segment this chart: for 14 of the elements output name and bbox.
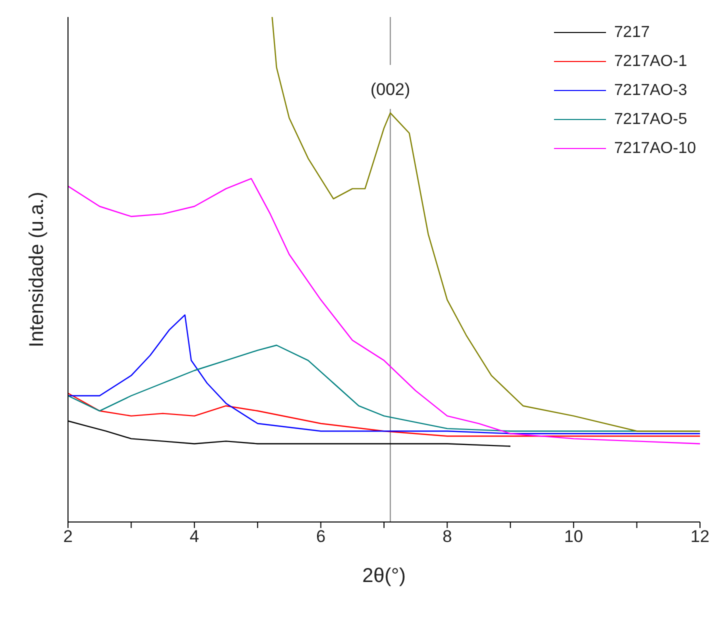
x-tick-label: 8 bbox=[442, 527, 452, 546]
legend-label: 7217AO-1 bbox=[614, 52, 688, 70]
legend-label: 7217AO-3 bbox=[614, 82, 688, 100]
legend-label: 7217AO-10 bbox=[614, 140, 696, 158]
legend-label: 7217 bbox=[614, 24, 650, 42]
y-axis-title: Intensidade (u.a.) bbox=[26, 192, 48, 348]
annotation: (002) bbox=[370, 80, 410, 99]
x-tick-label: 6 bbox=[316, 527, 326, 546]
x-tick-label: 4 bbox=[190, 527, 200, 546]
x-tick-label: 2 bbox=[63, 527, 73, 546]
legend-label: 7217AO-5 bbox=[614, 110, 688, 128]
x-tick-label: 10 bbox=[564, 527, 584, 546]
x-tick-label: 12 bbox=[690, 527, 710, 546]
x-axis-title: 2θ(°) bbox=[362, 565, 406, 587]
